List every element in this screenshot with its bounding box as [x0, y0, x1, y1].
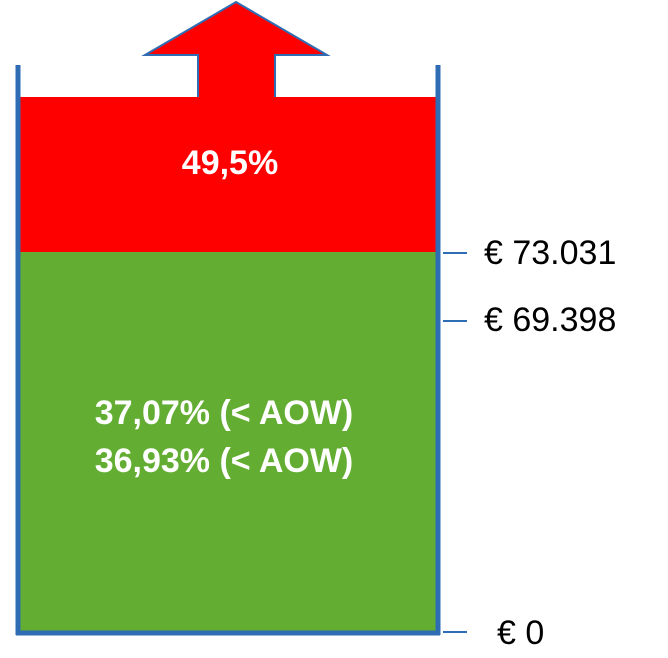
- level-label: € 73.031: [484, 234, 616, 272]
- top-bracket: [20, 97, 438, 252]
- top-bracket-rate: 49,5%: [182, 144, 278, 182]
- lower-bracket-rate: 37,07% (< AOW): [95, 394, 354, 432]
- upward-arrow: [141, 0, 331, 101]
- level-label: € 0: [497, 614, 544, 652]
- lower-bracket: [20, 252, 438, 633]
- level-label: € 69.398: [484, 301, 616, 339]
- lower-bracket-rate: 36,93% (< AOW): [95, 442, 354, 480]
